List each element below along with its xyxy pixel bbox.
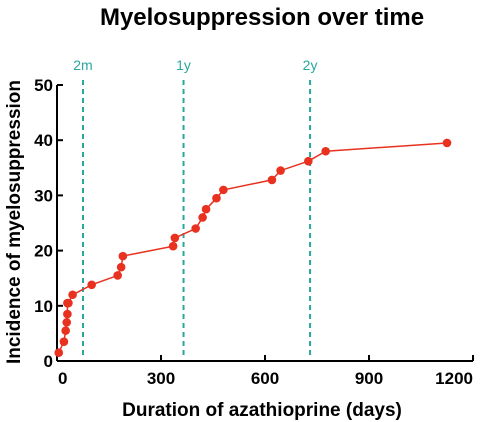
data-point [87,280,96,290]
data-point [116,262,126,272]
data-point [276,166,285,175]
x-tick-label: 600 [251,369,279,388]
data-point [59,337,69,346]
x-tick-label: 300 [147,369,175,388]
y-tick-label: 20 [34,242,53,261]
y-tick-label: 40 [34,131,53,150]
y-axis-label: Incidence of myelosuppression [4,80,25,364]
reference-label-1y: 1y [176,57,191,73]
axes: 0 10 20 30 40 50 0 300 600 900 1200 [34,76,474,388]
series-group [54,138,452,358]
data-point [442,138,452,148]
x-axis-label: Duration of azathioprine (days) [122,400,402,421]
chart-title: Myelosuppression over time [100,4,424,31]
data-point [191,224,200,233]
reference-label-2y: 2y [303,57,318,73]
data-point [201,204,211,214]
data-point [219,185,228,195]
y-tick-label: 0 [44,352,53,371]
data-point [64,298,73,308]
reference-lines: 2m 1y 2y [73,57,317,355]
data-point [321,146,330,156]
data-point [113,271,122,280]
data-point [304,156,313,166]
x-tick-label: 900 [355,369,383,388]
x-tick-label: 0 [58,369,67,388]
data-point [63,309,72,319]
y-tick-label: 30 [34,186,53,205]
data-point [267,175,277,185]
data-point [170,233,180,243]
x-tick-label: 1200 [435,369,473,388]
series-line [58,142,448,354]
data-point [198,213,207,222]
data-point [118,251,128,261]
data-point [54,348,64,358]
reference-label-2m: 2m [73,57,92,73]
data-point [212,193,221,203]
y-tick-label: 50 [34,76,53,95]
data-point [68,290,77,300]
data-point [61,326,70,335]
y-tick-label: 10 [34,297,53,316]
data-point [62,318,72,327]
data-point [168,241,178,251]
